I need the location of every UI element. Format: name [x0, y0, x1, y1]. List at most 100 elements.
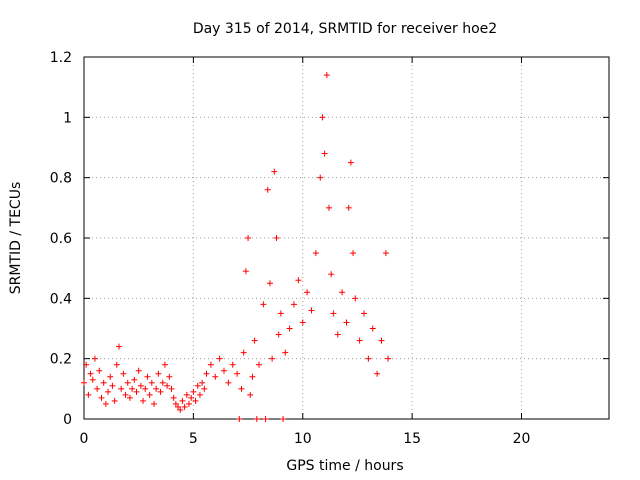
data-point	[312, 250, 319, 257]
x-tick-label: 5	[189, 431, 198, 447]
data-point	[168, 385, 175, 392]
data-point	[137, 382, 144, 389]
data-point	[343, 319, 350, 326]
data-point	[181, 403, 188, 410]
data-point	[234, 370, 241, 377]
data-point	[240, 349, 247, 356]
y-tick-label: 0.8	[50, 171, 72, 187]
data-point	[83, 361, 90, 368]
data-point	[334, 331, 341, 338]
data-point	[365, 355, 372, 362]
data-point	[245, 235, 252, 241]
data-point	[89, 376, 96, 383]
data-point	[330, 310, 337, 317]
data-point	[190, 388, 197, 395]
data-point	[153, 385, 160, 392]
y-axis-label: SRMTID / TECUs	[8, 182, 24, 295]
data-point	[105, 388, 112, 395]
data-point	[159, 379, 166, 386]
data-point	[179, 397, 186, 404]
x-tick-label: 10	[294, 431, 312, 447]
data-point	[96, 367, 103, 374]
data-point	[277, 310, 284, 317]
data-point	[269, 355, 276, 362]
data-point	[116, 343, 122, 350]
tick-layer: 0 0.2 0.4 0.6 0.8 1 1.2 0 5 10 15 20	[50, 50, 609, 447]
data-point	[142, 385, 149, 392]
data-point	[201, 385, 208, 392]
data-point	[319, 114, 326, 121]
data-point	[203, 370, 210, 377]
data-point	[347, 159, 354, 166]
data-point	[326, 204, 332, 211]
data-point	[317, 174, 324, 181]
y-tick-label: 0.4	[50, 291, 72, 307]
data-point	[378, 337, 385, 344]
x-axis-label: GPS time / hours	[286, 458, 403, 474]
data-point	[286, 325, 293, 332]
data-point	[87, 370, 94, 377]
data-point	[91, 355, 98, 362]
y-tick-label: 0	[63, 412, 72, 428]
data-point	[109, 382, 116, 389]
data-point	[247, 391, 254, 398]
y-tick-label: 1.2	[50, 50, 72, 66]
data-point	[238, 385, 245, 392]
data-point	[126, 394, 133, 401]
data-point	[100, 379, 107, 386]
data-point	[81, 379, 87, 386]
data-point	[323, 72, 330, 79]
data-point	[111, 397, 118, 404]
data-point	[122, 391, 129, 398]
y-tick-label: 0.6	[50, 231, 72, 247]
data-point	[131, 376, 138, 383]
data-point	[186, 400, 192, 407]
data-point	[385, 355, 392, 362]
y-tick-label: 0.2	[50, 352, 72, 368]
data-point	[85, 391, 92, 398]
data-point	[345, 204, 352, 211]
x-tick-label: 0	[80, 431, 89, 447]
data-point	[236, 416, 243, 422]
data-point	[144, 373, 151, 380]
data-point	[249, 373, 256, 380]
data-point	[199, 379, 206, 386]
chart-title: Day 315 of 2014, SRMTID for receiver hoe…	[193, 21, 497, 37]
data-point	[304, 289, 311, 296]
data-point	[120, 370, 127, 377]
data-point	[260, 301, 267, 308]
data-point	[229, 361, 236, 368]
data-point	[161, 361, 168, 368]
data-point	[155, 370, 162, 377]
data-point	[273, 235, 280, 241]
data-point	[207, 361, 214, 368]
data-point	[266, 280, 273, 287]
data-point	[192, 397, 199, 404]
data-point	[275, 331, 282, 338]
data-points	[81, 72, 392, 422]
data-point	[172, 400, 179, 407]
data-point	[262, 416, 269, 422]
data-point	[350, 250, 357, 257]
data-point	[282, 349, 289, 356]
data-point	[328, 271, 335, 278]
data-point	[164, 382, 171, 389]
data-point	[188, 394, 195, 401]
data-point	[256, 361, 262, 368]
data-point	[352, 295, 359, 302]
data-point	[339, 289, 346, 296]
data-point	[251, 337, 258, 344]
data-point	[264, 186, 271, 193]
data-point	[299, 319, 306, 326]
data-point	[183, 391, 190, 398]
data-point	[170, 394, 177, 401]
data-point	[356, 337, 363, 344]
data-point	[157, 388, 164, 395]
data-point	[216, 355, 223, 362]
data-point	[98, 394, 105, 401]
data-point	[151, 400, 157, 407]
data-point	[135, 367, 142, 374]
data-point	[212, 373, 219, 380]
data-point	[321, 150, 328, 157]
